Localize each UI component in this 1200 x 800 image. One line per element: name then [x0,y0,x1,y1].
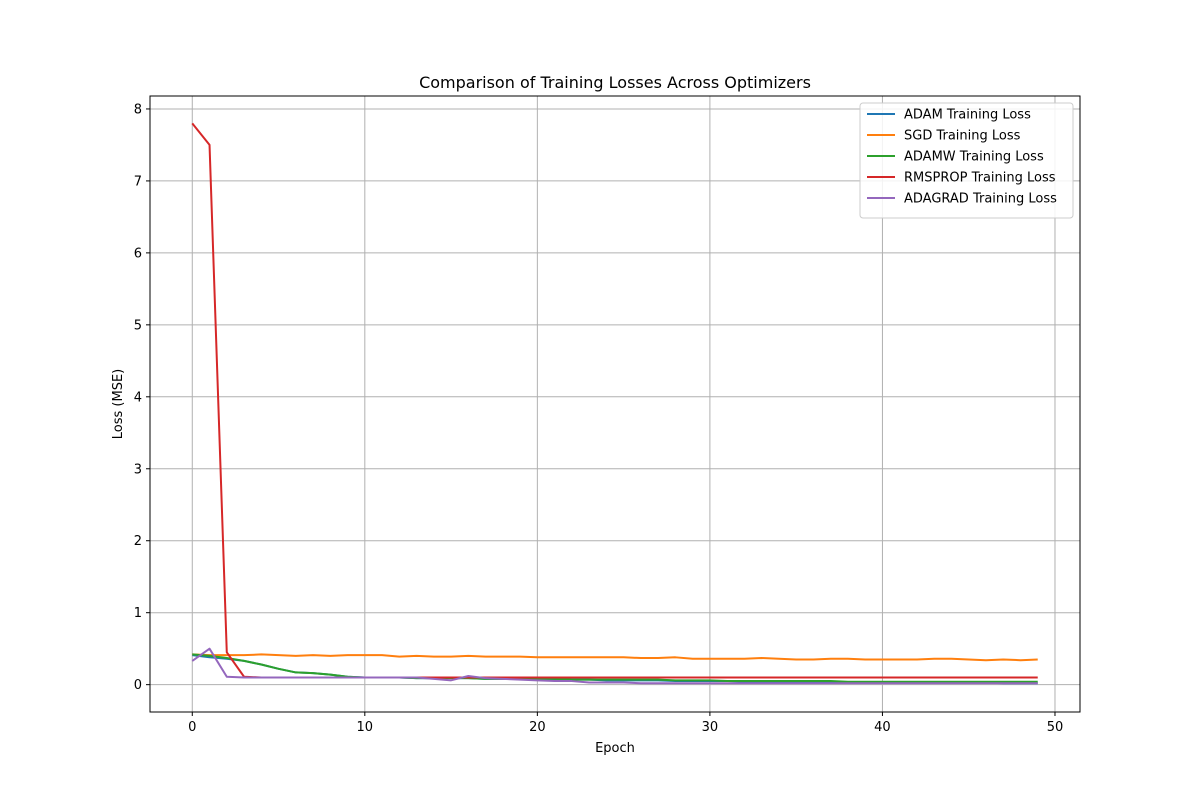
chart-title: Comparison of Training Losses Across Opt… [419,73,811,92]
legend-box [859,102,1074,219]
y-tick-label: 7 [134,174,142,189]
y-tick-label: 2 [134,534,142,549]
axis-ticks: 0 10 20 30 40 50 0 1 2 3 4 5 6 7 8 [134,102,1064,735]
y-tick-label: 1 [134,606,142,621]
y-tick-label: 6 [134,246,142,261]
series-line-adagrad [191,647,1038,685]
y-axis-label: Loss (MSE) [111,369,126,439]
legend-label-rmsprop: RMSPROP Training Loss [904,171,1056,186]
x-tick-label: 10 [357,720,374,735]
y-tick-label: 3 [134,462,142,477]
y-tick-label: 5 [134,318,142,333]
x-tick-label: 20 [529,720,546,735]
plot-frame [149,95,1081,713]
x-tick-label: 50 [1047,720,1064,735]
legend-label-adam: ADAM Training Loss [904,108,1031,123]
series-lines [191,122,1038,685]
x-axis-label: Epoch [595,741,635,756]
series-line-adamw [192,653,1038,683]
x-tick-label: 0 [188,720,196,735]
x-tick-label: 30 [702,720,719,735]
legend: ADAM Training Loss SGD Training Loss ADAMW… [859,102,1074,219]
y-tick-label: 4 [134,390,142,405]
series-line-sgd [192,653,1038,662]
legend-label-adamw: ADAMW Training Loss [904,150,1044,165]
legend-label-adagrad: ADAGRAD Training Loss [904,192,1057,207]
y-tick-label: 0 [134,678,142,693]
y-tick-label: 8 [134,102,142,117]
legend-label-sgd: SGD Training Loss [904,129,1021,144]
x-tick-label: 40 [874,720,891,735]
